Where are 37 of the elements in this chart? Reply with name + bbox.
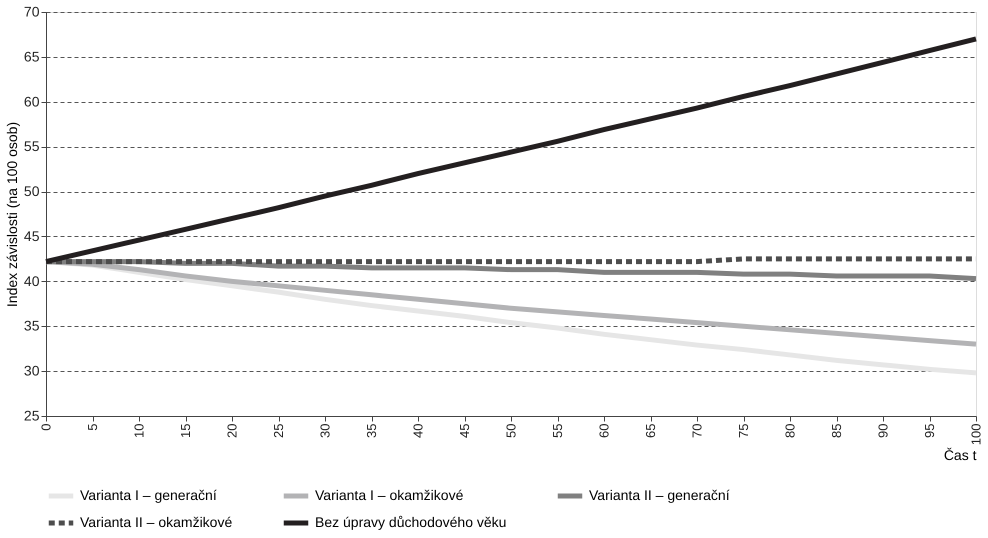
x-tick-label: 45 — [457, 424, 472, 438]
x-tick-label: 40 — [410, 424, 426, 438]
y-tick-label: 50 — [24, 183, 40, 200]
y-tick-label: 55 — [24, 138, 40, 154]
x-tick-label: 60 — [596, 424, 612, 438]
legend-label: Varianta I – generační — [80, 487, 217, 503]
x-tick-label: 70 — [690, 424, 704, 438]
legend-label: Varianta II – generační — [589, 487, 730, 503]
y-tick-label: 40 — [24, 272, 40, 289]
y-tick-label: 60 — [24, 93, 40, 110]
y-axis-title: Index závislosti (na 100 osob) — [4, 122, 20, 308]
x-tick-label: 80 — [782, 424, 798, 438]
x-tick-label: 85 — [829, 424, 844, 438]
x-tick-label: 65 — [643, 424, 658, 438]
x-tick-label: 25 — [271, 424, 286, 438]
y-tick-label: 45 — [24, 228, 40, 244]
y-tick-label: 35 — [24, 318, 40, 334]
x-tick-label: 100 — [968, 424, 984, 446]
x-tick-label: 15 — [178, 424, 193, 438]
x-tick-label: 50 — [504, 424, 518, 438]
x-tick-label: 95 — [922, 424, 937, 438]
y-tick-label: 65 — [24, 48, 40, 64]
legend-label: Varianta I – okamžikové — [315, 487, 464, 503]
legend-label: Varianta II – okamžikové — [80, 514, 232, 530]
x-tick-label: 10 — [132, 424, 146, 438]
x-tick-label: 75 — [736, 424, 751, 438]
y-tick-label: 70 — [24, 4, 40, 20]
x-tick-label: 0 — [38, 424, 54, 431]
x-tick-label: 20 — [224, 424, 240, 438]
x-tick-label: 5 — [85, 424, 100, 431]
legend-label: Bez úpravy důchodového věku — [315, 514, 506, 530]
x-tick-label: 30 — [318, 424, 332, 438]
x-axis-title: Čas t — [944, 447, 977, 464]
x-tick-label: 90 — [876, 424, 890, 438]
y-tick-label: 30 — [24, 362, 40, 379]
x-tick-label: 55 — [550, 424, 565, 438]
x-tick-label: 35 — [364, 424, 379, 438]
